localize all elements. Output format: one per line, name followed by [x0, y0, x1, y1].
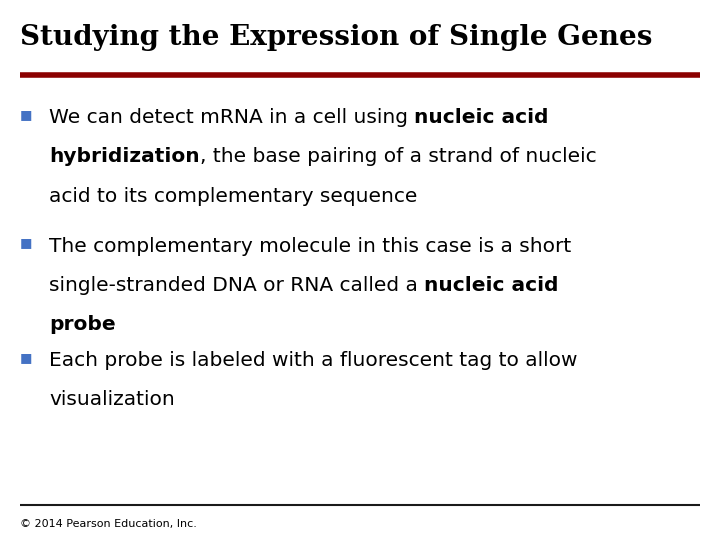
- Text: hybridization: hybridization: [49, 147, 199, 166]
- Text: single-stranded DNA or RNA called a: single-stranded DNA or RNA called a: [49, 276, 424, 295]
- Text: © 2014 Pearson Education, Inc.: © 2014 Pearson Education, Inc.: [20, 519, 197, 530]
- Text: We can detect mRNA in a cell using: We can detect mRNA in a cell using: [49, 108, 414, 127]
- Text: , the base pairing of a strand of nucleic: , the base pairing of a strand of nuclei…: [199, 147, 596, 166]
- Text: The complementary molecule in this case is a short: The complementary molecule in this case …: [49, 237, 571, 255]
- Text: acid to its complementary sequence: acid to its complementary sequence: [49, 187, 418, 206]
- Text: Studying the Expression of Single Genes: Studying the Expression of Single Genes: [20, 24, 652, 51]
- Text: nucleic acid: nucleic acid: [414, 108, 549, 127]
- Text: ■: ■: [20, 108, 32, 121]
- Text: Each probe is labeled with a fluorescent tag to allow: Each probe is labeled with a fluorescent…: [49, 351, 577, 370]
- Text: ■: ■: [20, 351, 32, 364]
- Text: probe: probe: [49, 315, 116, 334]
- Text: ■: ■: [20, 237, 32, 249]
- Text: visualization: visualization: [49, 390, 175, 409]
- Text: nucleic acid: nucleic acid: [424, 276, 559, 295]
